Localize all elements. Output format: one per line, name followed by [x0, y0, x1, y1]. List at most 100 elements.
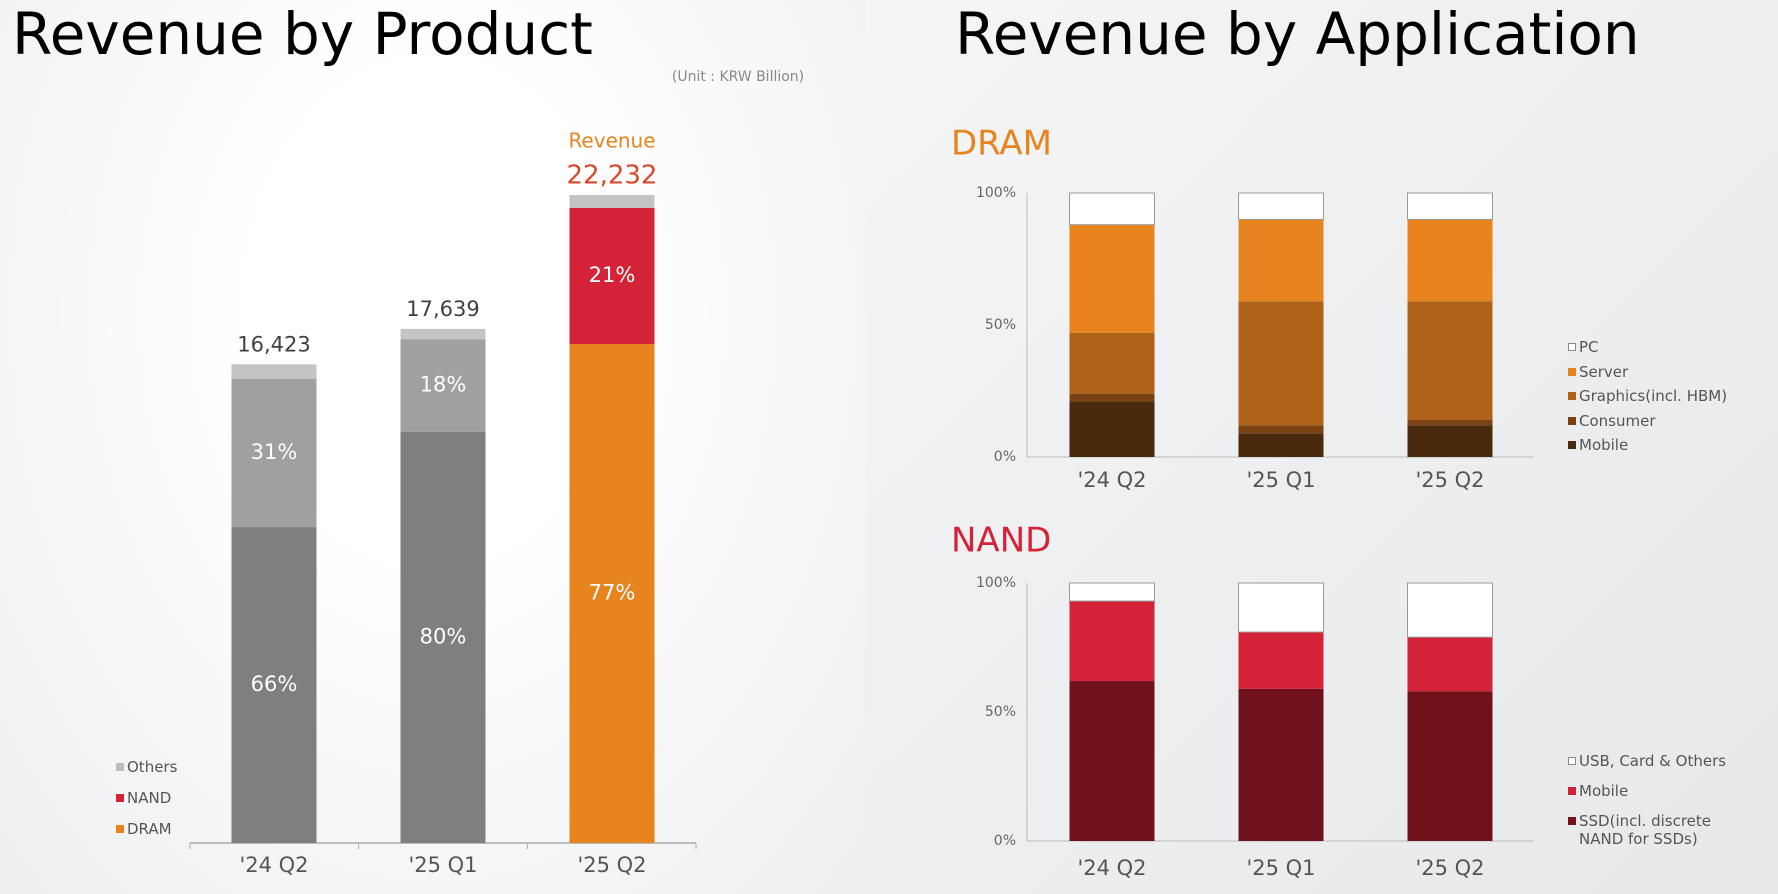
bar-segment — [569, 207, 655, 345]
bar-segment — [1238, 433, 1324, 457]
bar-segment — [1238, 688, 1324, 841]
x-tick-label: '25 Q2 — [1415, 468, 1484, 492]
unit-note: (Unit : KRW Billion) — [672, 69, 804, 85]
legend-item: SSD(incl. discrete NAND for SSDs) — [1568, 812, 1743, 848]
legend: USB, Card & Others Mobile SSD(incl. discre… — [1568, 752, 1743, 848]
legend-item: Graphics(incl. HBM) — [1568, 387, 1768, 412]
bar-segment — [1238, 219, 1324, 302]
legend-swatch — [116, 794, 124, 802]
y-tick-label: 100% — [976, 185, 1016, 201]
legend-swatch — [1568, 367, 1576, 376]
bar-segment — [1069, 681, 1155, 841]
bar-segment — [400, 339, 486, 432]
bar-segment — [1407, 219, 1493, 302]
legend: Others NAND DRAM — [116, 758, 236, 851]
bar-segment — [231, 378, 317, 528]
bar-segment — [1069, 582, 1155, 602]
legend-label: NAND — [127, 789, 172, 807]
legend-label: Consumer — [1579, 411, 1656, 430]
legend-swatch — [1568, 416, 1576, 425]
bar-segment — [1407, 192, 1493, 220]
legend-label: SSD(incl. discrete NAND for SSDs) — [1579, 812, 1711, 848]
legend: PC Server Graphics(incl. HBM) Consumer Mobil… — [1568, 338, 1768, 461]
bar-segment — [1069, 192, 1155, 226]
bar-segment — [1407, 691, 1493, 841]
total-label: 17,639 — [406, 297, 479, 321]
bar-segment — [1069, 393, 1155, 402]
y-tick-label: 50% — [985, 704, 1016, 720]
value-label: 18% — [420, 372, 467, 396]
bar-segment — [1407, 637, 1493, 692]
y-tick-label: 0% — [994, 833, 1016, 849]
bar-segment — [1238, 582, 1324, 633]
y-tick-label: 100% — [976, 575, 1016, 591]
bar-segment — [1238, 192, 1324, 220]
bar-segment — [569, 195, 655, 208]
legend-label: Graphics(incl. HBM) — [1579, 387, 1728, 405]
x-tick-label: '25 Q1 — [1246, 468, 1315, 492]
legend-label: Mobile — [1579, 782, 1629, 800]
legend-item: PC — [1568, 338, 1768, 363]
value-label: 31% — [251, 440, 298, 464]
bar-segment — [1407, 420, 1493, 426]
x-tick-label: '25 Q1 — [1246, 856, 1315, 880]
y-tick-label: 50% — [985, 317, 1016, 333]
legend-item: Others — [116, 758, 236, 789]
bar-segment — [1069, 332, 1155, 394]
bar-segment — [400, 328, 486, 340]
bar-segment — [1238, 632, 1324, 689]
bar-segment — [1407, 301, 1493, 421]
legend-label: PC — [1579, 338, 1599, 356]
value-label: 77% — [589, 581, 636, 605]
legend-item: Server — [1568, 363, 1768, 388]
legend-label: Others — [127, 758, 178, 776]
legend-swatch — [116, 825, 124, 833]
legend-item: USB, Card & Others — [1568, 752, 1743, 782]
x-tick-label: '25 Q2 — [577, 853, 646, 877]
bar-segment — [569, 344, 655, 843]
bar-segment — [1238, 301, 1324, 426]
bar-segment — [400, 431, 486, 843]
bar-segment — [1069, 601, 1155, 682]
bar-segment — [1407, 425, 1493, 457]
legend-item: NAND — [116, 789, 236, 820]
bar-segment — [1407, 582, 1493, 638]
x-tick-label: '24 Q2 — [1077, 468, 1146, 492]
page-title-right: Revenue by Application — [955, 0, 1640, 68]
total-label: 16,423 — [237, 332, 310, 356]
x-tick-label: '24 Q2 — [239, 853, 308, 877]
legend-label: Mobile — [1579, 436, 1629, 454]
legend-label: DRAM — [127, 820, 172, 838]
bar-segment — [1238, 425, 1324, 434]
legend-item: Mobile — [1568, 436, 1768, 461]
legend-label: Server — [1579, 362, 1629, 381]
bar-segment — [231, 364, 317, 379]
legend-swatch — [1568, 441, 1576, 449]
value-label: 21% — [589, 263, 636, 287]
legend-swatch — [1568, 392, 1576, 400]
legend-item: Consumer — [1568, 412, 1768, 437]
x-tick-label: '25 Q2 — [1415, 856, 1484, 880]
legend-swatch — [1568, 817, 1576, 825]
chart-title: NAND — [951, 521, 1051, 561]
y-tick-label: 0% — [994, 449, 1016, 465]
chart-title: DRAM — [951, 124, 1052, 164]
legend-swatch — [1568, 787, 1576, 795]
total-label: 22,232 — [567, 161, 658, 191]
page-title-left: Revenue by Product — [12, 0, 593, 68]
bar-segment — [231, 527, 317, 843]
value-label: 66% — [251, 672, 298, 696]
x-tick-label: '24 Q2 — [1077, 856, 1146, 880]
legend-item: DRAM — [116, 820, 236, 851]
legend-swatch — [116, 763, 124, 771]
bar-segment — [1069, 224, 1155, 333]
value-label: 80% — [420, 624, 467, 648]
x-tick-label: '25 Q1 — [408, 853, 477, 877]
legend-swatch — [1568, 343, 1576, 351]
legend-swatch — [1568, 757, 1576, 765]
bar-segment — [1069, 401, 1155, 457]
legend-label: USB, Card & Others — [1579, 752, 1727, 770]
legend-item: Mobile — [1568, 782, 1743, 812]
